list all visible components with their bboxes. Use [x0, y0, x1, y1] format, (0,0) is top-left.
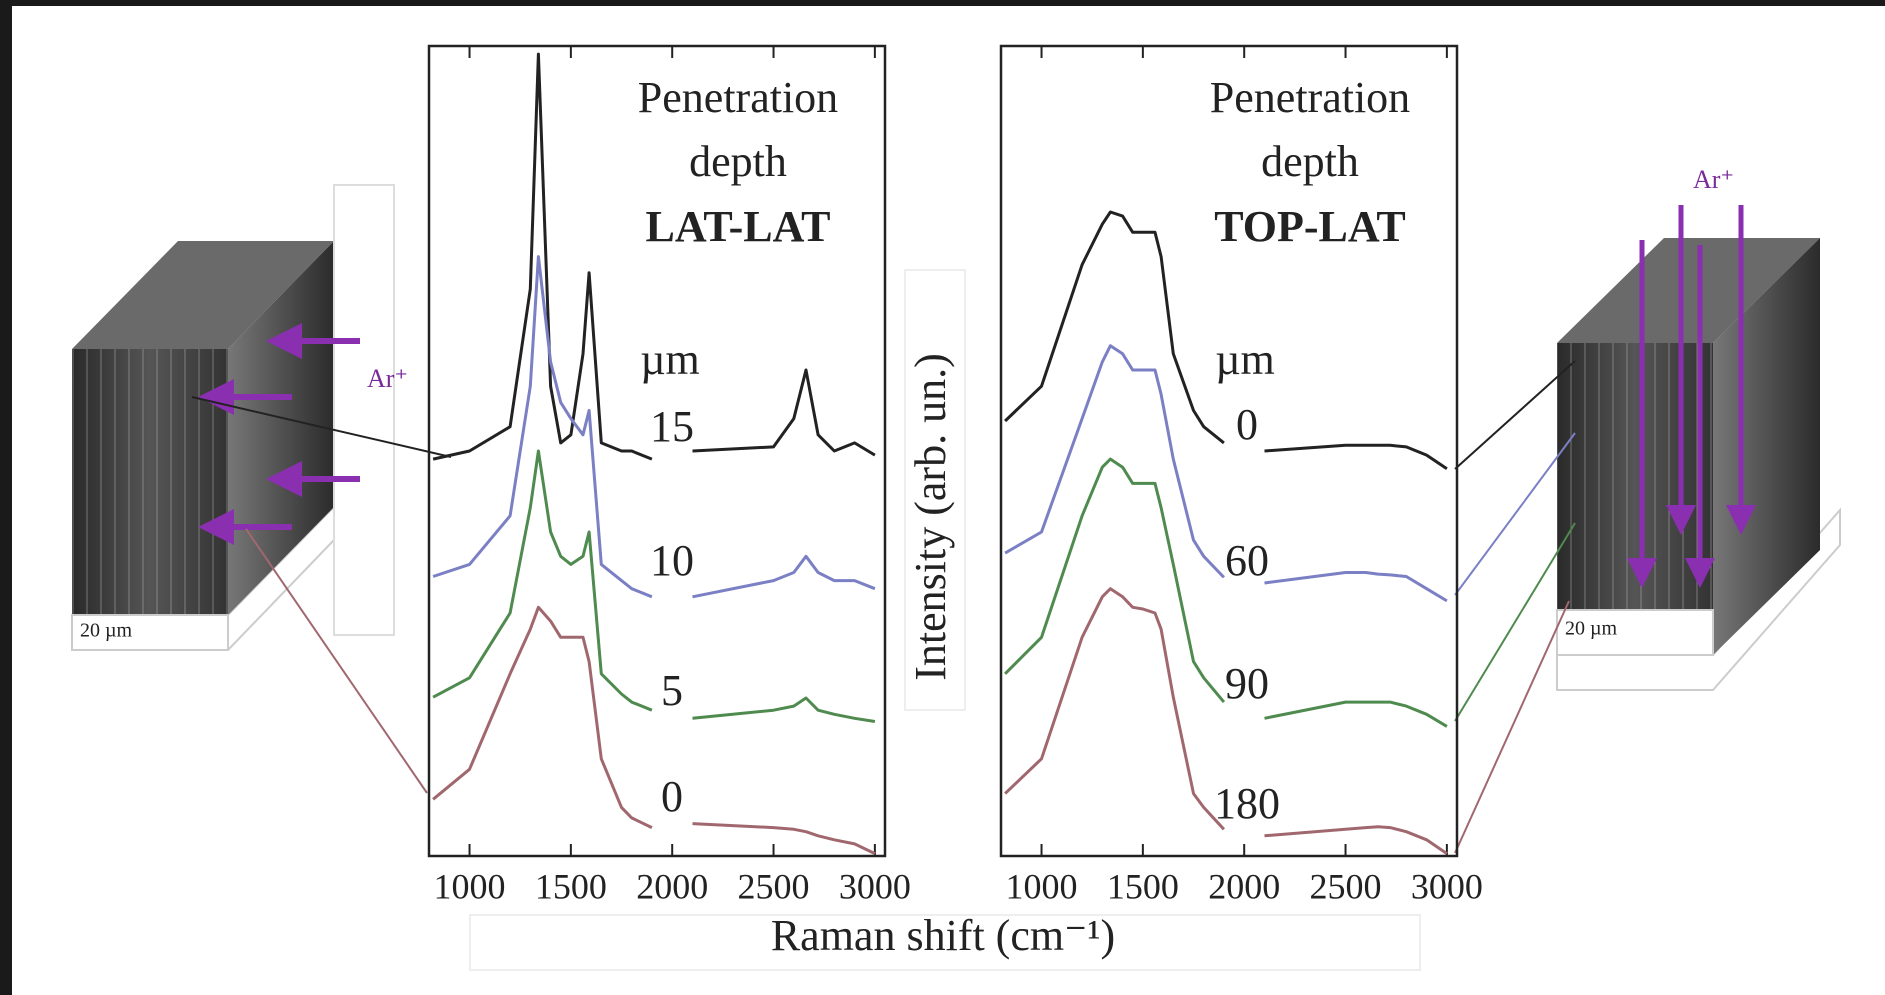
depth-label: 0: [661, 772, 683, 821]
x-tick-label: 1000: [434, 866, 506, 906]
ion-label: Ar⁺: [1693, 165, 1734, 194]
depth-label: 0: [1236, 400, 1258, 449]
x-tick-label: 2500: [1310, 866, 1382, 906]
x-tick-label: 3000: [839, 866, 911, 906]
x-tick-label: 2000: [636, 866, 708, 906]
panel-subtitle: depth: [689, 137, 787, 186]
unit-label: µm: [640, 335, 700, 384]
label-frame: [904, 269, 966, 711]
panel-subtitle: Penetration: [638, 73, 838, 122]
plot-frame: [999, 44, 1459, 858]
x-tick-label: 1500: [535, 866, 607, 906]
depth-label: 180: [1214, 779, 1280, 828]
x-tick-label: 2000: [1208, 866, 1280, 906]
scale-bar-label: 20 µm: [1565, 618, 1618, 640]
panel-title: TOP-LAT: [1214, 202, 1406, 251]
left-sample-illustration: Ar⁺ 20 µm: [71, 184, 408, 651]
right-sample-illustration: Ar⁺ 20 µm: [1556, 165, 1841, 691]
unit-label: µm: [1215, 335, 1275, 384]
panel-title: LAT-LAT: [645, 202, 830, 251]
x-tick-label: 2500: [738, 866, 810, 906]
spectrum-line: [1004, 210, 1448, 471]
connectors: [191, 360, 1576, 854]
scale-bar-label: 20 µm: [80, 620, 133, 642]
x-tick-label: 1500: [1107, 866, 1179, 906]
depth-label: 10: [650, 536, 694, 585]
spectrum-line: [432, 605, 876, 855]
spectrum-line: [1004, 457, 1448, 728]
spectrum-line: [1004, 587, 1448, 855]
ion-label: Ar⁺: [367, 364, 408, 393]
spectrum-line: [432, 449, 876, 723]
x-axis-label: Raman shift (cm⁻¹): [771, 911, 1115, 960]
spectrum-line: [432, 52, 876, 461]
x-tick-label: 3000: [1411, 866, 1483, 906]
plot-frame: [427, 44, 887, 858]
x-tick-label: 1000: [1006, 866, 1078, 906]
spectrum-line: [1004, 344, 1448, 603]
depth-label: 5: [661, 666, 683, 715]
panel-subtitle: depth: [1261, 137, 1359, 186]
spectrum-line: [432, 255, 876, 599]
depth-label: 60: [1225, 536, 1269, 585]
depth-label: 15: [650, 402, 694, 451]
depth-label: 90: [1225, 659, 1269, 708]
y-axis-label: Intensity (arb. un.): [906, 353, 955, 680]
label-frame: [469, 914, 1421, 971]
panel-subtitle: Penetration: [1210, 73, 1410, 122]
